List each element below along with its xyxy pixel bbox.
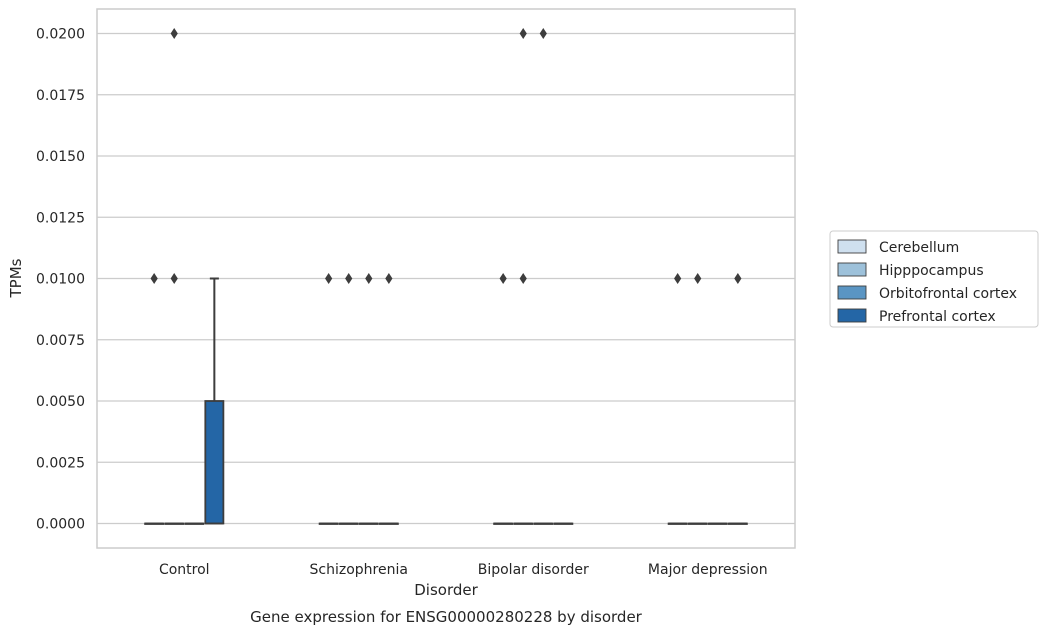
box-prefrontal-cortex bbox=[553, 522, 574, 525]
x-axis-label: Disorder bbox=[414, 581, 478, 599]
outlier-point bbox=[539, 28, 547, 39]
y-tick-label: 0.0175 bbox=[36, 88, 85, 104]
box bbox=[204, 400, 225, 525]
legend-label: Orbitofrontal cortex bbox=[879, 286, 1017, 302]
box-hipppocampus bbox=[338, 273, 359, 525]
legend: Cerebellum Hipppocampus Orbitofrontal cort… bbox=[829, 230, 1039, 328]
box-cerebellum bbox=[318, 273, 339, 525]
legend-swatch bbox=[837, 239, 867, 254]
box-prefrontal-cortex bbox=[204, 277, 225, 525]
plot-frame bbox=[96, 8, 796, 549]
legend-swatch bbox=[837, 262, 867, 277]
outlier-point bbox=[519, 273, 527, 284]
box-cerebellum bbox=[144, 273, 165, 525]
x-tick-label: Bipolar disorder bbox=[478, 562, 589, 578]
box-orbitofrontal-cortex bbox=[184, 522, 205, 525]
box-orbitofrontal-cortex bbox=[358, 273, 379, 525]
legend-swatch bbox=[837, 285, 867, 300]
outlier-point bbox=[674, 273, 682, 284]
outlier-point bbox=[385, 273, 393, 284]
legend-swatch bbox=[837, 308, 867, 323]
outlier-point bbox=[499, 273, 507, 284]
box-orbitofrontal-cortex bbox=[533, 28, 554, 525]
y-axis-ticks: 0.0000 0.0025 0.0050 0.0075 0.0100 0.0125 0.01… bbox=[36, 27, 85, 533]
y-tick-label: 0.0050 bbox=[36, 394, 85, 410]
box-cerebellum bbox=[493, 273, 514, 525]
outlier-point bbox=[365, 273, 373, 284]
grid-lines bbox=[97, 32, 795, 525]
legend-box bbox=[829, 230, 1039, 328]
y-tick-label: 0.0150 bbox=[36, 149, 85, 165]
box-hipppocampus bbox=[164, 28, 185, 525]
box-prefrontal-cortex bbox=[727, 273, 748, 525]
outlier-point bbox=[325, 273, 333, 284]
outlier-point bbox=[170, 28, 178, 39]
outlier-point bbox=[519, 28, 527, 39]
y-tick-label: 0.0075 bbox=[36, 333, 85, 349]
y-tick-label: 0.0100 bbox=[36, 272, 85, 288]
box-orbitofrontal-cortex bbox=[707, 522, 728, 525]
box-hipppocampus bbox=[687, 273, 708, 525]
outlier-point bbox=[150, 273, 158, 284]
box-plot-boxes bbox=[144, 28, 748, 525]
outlier-point bbox=[345, 273, 353, 284]
y-tick-label: 0.0000 bbox=[36, 517, 85, 533]
y-tick-label: 0.0125 bbox=[36, 210, 85, 226]
outlier-point bbox=[734, 273, 742, 284]
x-tick-label: Control bbox=[159, 562, 210, 578]
box-cerebellum bbox=[667, 273, 688, 525]
outlier-point bbox=[170, 273, 178, 284]
y-tick-label: 0.0200 bbox=[36, 27, 85, 43]
box-hipppocampus bbox=[513, 28, 534, 525]
box-prefrontal-cortex bbox=[378, 273, 399, 525]
x-axis-ticks: Control Schizophrenia Bipolar disorder Majo… bbox=[159, 562, 768, 578]
x-tick-label: Major depression bbox=[648, 562, 768, 578]
legend-label: Prefrontal cortex bbox=[879, 309, 996, 325]
outlier-point bbox=[694, 273, 702, 284]
legend-label: Hipppocampus bbox=[879, 263, 984, 279]
x-tick-label: Schizophrenia bbox=[310, 562, 408, 578]
y-axis-label: TPMs bbox=[7, 258, 25, 298]
chart-title: Gene expression for ENSG00000280228 by d… bbox=[250, 608, 643, 626]
y-tick-label: 0.0025 bbox=[36, 455, 85, 471]
legend-label: Cerebellum bbox=[879, 240, 959, 256]
